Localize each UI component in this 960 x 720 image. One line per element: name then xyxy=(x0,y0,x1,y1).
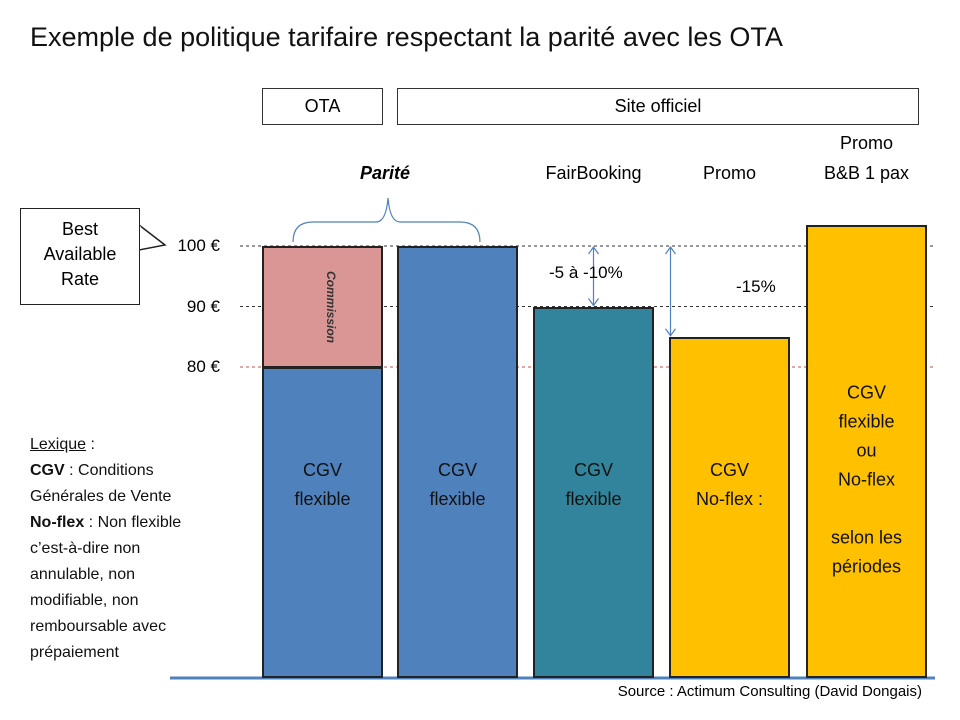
arrow-head xyxy=(665,245,676,255)
term: CGV xyxy=(30,462,65,479)
bar-label: CGV flexible ou No-flex selon les périod… xyxy=(830,382,903,577)
category-label: Promo B&B 1 pax xyxy=(823,133,910,183)
y-tick-label: 100 € xyxy=(177,236,220,255)
lexicon-sep: : xyxy=(86,436,95,453)
brace xyxy=(292,197,481,243)
bar-segment xyxy=(806,224,927,678)
header-box: OTA xyxy=(262,88,383,125)
category-label: FairBooking xyxy=(545,163,642,183)
source: Source : Actimum Consulting (David Donga… xyxy=(617,683,922,700)
lexicon-title: Lexique xyxy=(30,436,87,453)
bar-segment xyxy=(262,246,383,368)
difference-label: -5 à -10% xyxy=(549,263,623,282)
callout: Best Available Rate xyxy=(20,208,140,305)
term: No-flex xyxy=(30,514,85,531)
bar-segment xyxy=(533,306,654,678)
bar-label: CGV No-flex : xyxy=(695,460,764,509)
definition: : Non flexible c’est-à-dire non annulabl… xyxy=(30,514,182,661)
segment-label: Commission xyxy=(323,270,338,343)
title: Exemple de politique tarifaire respectan… xyxy=(30,22,783,52)
bar-segment xyxy=(669,336,790,678)
bar-segment xyxy=(262,367,383,678)
arrow-head xyxy=(665,328,676,337)
group-label: Parité xyxy=(359,163,411,183)
category-label: Promo xyxy=(702,163,756,183)
y-tick-label: 80 € xyxy=(186,357,220,376)
y-tick-label: 90 € xyxy=(186,296,220,316)
lexicon: Lexique : CGV : Conditions Générales de … xyxy=(30,432,215,666)
bar-label: CGV flexible xyxy=(565,460,622,509)
bar-label: CGV flexible xyxy=(429,460,486,509)
header-box: Site officiel xyxy=(397,88,919,125)
definition: : Conditions Générales de Vente xyxy=(30,462,172,505)
difference-label: -15% xyxy=(736,277,776,296)
bar-segment xyxy=(397,246,518,678)
arrow-head xyxy=(588,245,599,255)
arrow-head xyxy=(588,298,599,307)
bar-label: CGV flexible xyxy=(294,460,351,509)
